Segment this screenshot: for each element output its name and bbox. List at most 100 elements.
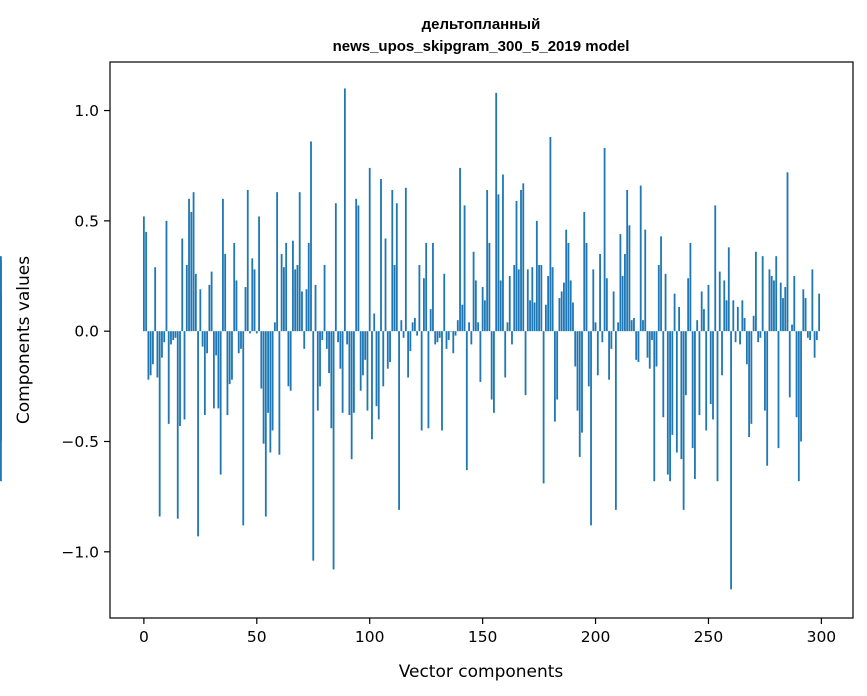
bar xyxy=(682,331,685,510)
bar xyxy=(617,322,620,332)
bar xyxy=(524,331,527,396)
bar xyxy=(192,192,195,332)
y-tick-label: 0.5 xyxy=(74,212,99,230)
bar xyxy=(664,273,667,332)
bar xyxy=(427,331,430,429)
bar xyxy=(795,331,798,418)
bar xyxy=(560,291,563,332)
bar xyxy=(520,189,522,332)
bar xyxy=(644,229,647,332)
bar xyxy=(624,253,626,332)
bar xyxy=(481,287,484,332)
chart-title-line2: news_upos_skipgram_300_5_2019 model xyxy=(333,38,630,55)
bar xyxy=(432,242,434,332)
bar xyxy=(0,256,2,332)
bar xyxy=(576,331,579,411)
bar xyxy=(563,282,565,332)
bar xyxy=(251,258,254,332)
bar xyxy=(398,331,400,510)
bar xyxy=(779,282,782,332)
bar xyxy=(495,92,498,332)
bar xyxy=(456,320,459,332)
bar xyxy=(206,331,209,354)
bar xyxy=(373,313,376,332)
bar xyxy=(452,331,455,354)
bar xyxy=(815,331,818,340)
bar xyxy=(691,331,694,449)
bar xyxy=(459,167,461,332)
bar xyxy=(463,205,466,332)
bar xyxy=(594,322,597,332)
bar xyxy=(687,278,690,332)
x-tick-label: 50 xyxy=(247,628,267,646)
bar xyxy=(418,264,421,332)
bar xyxy=(572,302,574,332)
bar xyxy=(689,242,692,332)
bar xyxy=(621,276,624,332)
bar xyxy=(703,309,705,332)
bar xyxy=(474,280,477,332)
bar xyxy=(176,331,179,519)
bar xyxy=(181,238,184,332)
bar xyxy=(811,269,814,332)
bar xyxy=(628,225,631,332)
bar xyxy=(319,331,321,387)
bar xyxy=(305,289,308,332)
bar xyxy=(235,280,238,332)
bar xyxy=(768,269,771,332)
bar xyxy=(382,331,385,387)
bar xyxy=(675,331,678,453)
bar xyxy=(723,280,726,332)
bar xyxy=(194,273,197,332)
bar xyxy=(346,331,349,345)
bar xyxy=(565,229,568,332)
bar xyxy=(578,331,581,457)
bar xyxy=(782,298,784,332)
bar xyxy=(601,331,604,343)
bar xyxy=(736,306,739,332)
bar xyxy=(660,236,662,332)
bar xyxy=(477,322,480,332)
bar xyxy=(212,331,215,409)
bar xyxy=(522,183,525,332)
bar xyxy=(493,331,495,413)
bar xyxy=(429,309,432,332)
bar xyxy=(407,331,410,378)
bar xyxy=(533,302,536,332)
bar xyxy=(325,331,328,349)
bar xyxy=(149,331,152,376)
bar xyxy=(246,189,249,332)
bar xyxy=(526,269,529,332)
bar xyxy=(197,331,199,537)
bar xyxy=(301,291,303,332)
bar xyxy=(540,264,543,332)
bar xyxy=(757,331,760,343)
bar xyxy=(569,280,572,332)
x-tick-label: 0 xyxy=(139,628,149,646)
bar xyxy=(486,189,489,332)
bar xyxy=(499,280,502,332)
bar xyxy=(161,331,163,358)
bar xyxy=(642,320,644,332)
y-tick-label: 1.0 xyxy=(74,102,99,120)
bar xyxy=(152,331,154,365)
bar xyxy=(348,331,351,416)
bar xyxy=(784,287,787,332)
bar xyxy=(282,267,285,332)
bar xyxy=(454,331,457,336)
bar xyxy=(567,242,570,332)
y-axis-label: Components values xyxy=(14,256,34,424)
x-axis-ticks: 0 50 100 150 200 250 300 xyxy=(139,618,836,646)
bar xyxy=(292,240,294,332)
bar xyxy=(502,174,504,332)
bar xyxy=(296,264,299,332)
bar xyxy=(694,331,696,479)
bar xyxy=(389,331,391,363)
bar xyxy=(353,331,355,413)
bar xyxy=(386,331,389,369)
bar xyxy=(614,331,617,510)
bar xyxy=(364,331,367,360)
bar xyxy=(179,331,181,427)
bar xyxy=(307,242,310,332)
